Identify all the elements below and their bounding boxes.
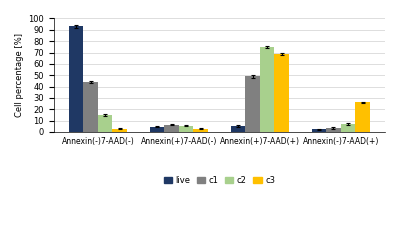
Bar — [98, 115, 112, 132]
Legend: live, c1, c2, c3: live, c1, c2, c3 — [160, 172, 278, 188]
Y-axis label: Cell percentage [%]: Cell percentage [%] — [15, 33, 24, 117]
Bar — [69, 27, 83, 132]
Bar — [326, 128, 341, 132]
Bar — [194, 128, 208, 132]
Bar — [274, 54, 289, 132]
Bar — [231, 126, 245, 132]
Bar — [112, 128, 127, 132]
Bar — [260, 47, 274, 132]
Bar — [83, 82, 98, 132]
Bar — [245, 76, 260, 132]
Bar — [341, 124, 355, 132]
Bar — [150, 127, 164, 132]
Bar — [179, 126, 194, 132]
Bar — [312, 129, 326, 132]
Bar — [355, 102, 370, 132]
Bar — [164, 125, 179, 132]
